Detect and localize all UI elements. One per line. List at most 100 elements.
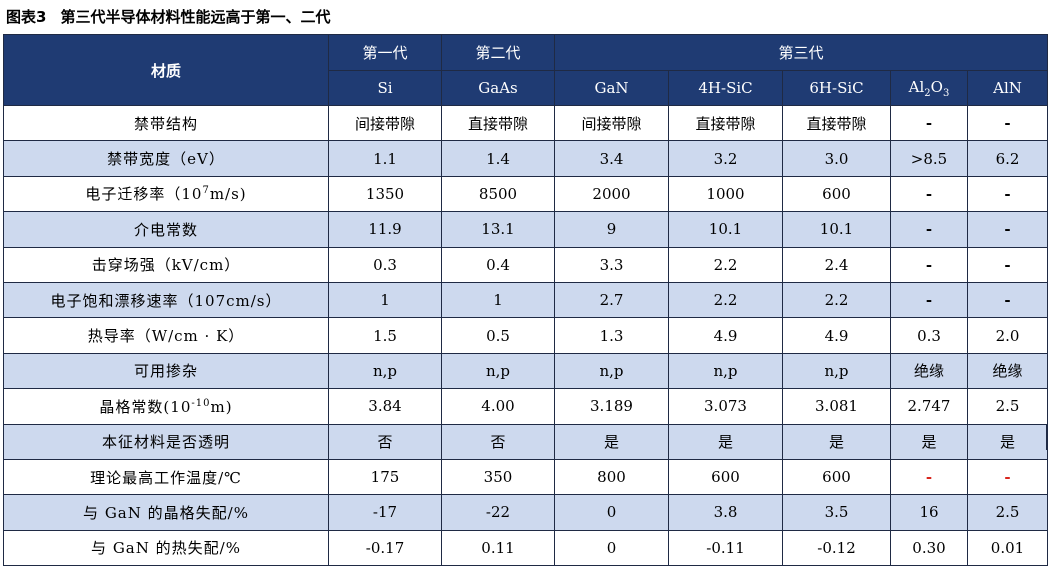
cell-value: 绝缘 [967,352,1048,390]
cell-value: 11.9 [328,211,442,248]
row-label: 电子迁移率（107m/s) [3,175,329,213]
cell-value: 2.4 [782,246,891,283]
cell-value: 是 [782,423,891,460]
cell-value: 1.1 [328,140,442,177]
cell-value: 3.3 [554,246,669,283]
cell-value: n,p [554,352,669,390]
cell-value: 是 [890,423,968,460]
cell-value: 175 [328,458,442,496]
cell-value: 3.081 [782,388,891,425]
cell-value: 1.5 [328,317,442,354]
cell-value: - [967,104,1048,142]
cell-value: 0 [554,529,669,567]
header-si: Si [328,70,442,106]
cell-value: 6.2 [967,140,1048,177]
cell-value: 是 [668,423,783,460]
header-gen-2: 第二代 [441,34,555,71]
cell-value: 间接带隙 [328,104,442,142]
cell-value: 0 [554,494,669,531]
cell-value: 3.8 [668,494,783,531]
cell-value: 10.1 [668,211,783,248]
table-row: 与 GaN 的热失配/% -0.17 0.11 0 -0.11 -0.12 0.30 0.01 [3,529,1048,567]
cell-value: 13.1 [441,211,555,248]
table-row: 介电常数 11.9 13.1 9 10.1 10.1- - [3,211,1048,248]
cell-value: 3.189 [554,388,669,425]
figure-caption: 第三代半导体材料性能远高于第一、二代 [60,8,331,26]
cell-value: 0.4 [441,246,555,283]
header-gen-1: 第一代 [328,34,442,71]
cell-value: 2.0 [967,317,1048,354]
cell-value: n,p [668,352,783,390]
cell-value: - [890,458,968,496]
row-label: 与 GaN 的晶格失配/% [3,494,329,531]
cell-value: 0.3 [328,246,442,283]
table-row: 可用掺杂 n,p n,p n,p n,p n,p 绝缘 绝缘 [3,352,1048,390]
header-gaas: GaAs [441,70,555,106]
row-label: 可用掺杂 [3,352,329,390]
cell-value: -0.11 [668,529,783,567]
table-row: 热导率（W/cm · K） 1.5 0.5 1.3 4.9 4.9 0.3 2.0 [3,317,1048,354]
cell-value: 600 [782,458,891,496]
header-material: 材质 [3,34,329,106]
cell-value: >8.5 [890,140,968,177]
cell-value: 0.11 [441,529,555,567]
cell-value: - [890,104,968,142]
cell-value: 2.747 [890,388,968,425]
cell-value: 0.3 [890,317,968,354]
row-label: 击穿场强（kV/cm） [3,246,329,283]
cell-value: 是 [554,423,669,460]
cell-value: 350 [441,458,555,496]
cell-value: 3.2 [668,140,783,177]
cell-value: - [890,246,968,283]
cell-value: 0.01 [967,529,1048,567]
cell-value: 4.9 [668,317,783,354]
table-row: 晶格常数(10-10m) 3.84 4.00 3.189 3.073 3.081 2.747… [3,388,1048,425]
cell-value: - [967,458,1048,496]
row-label: 理论最高工作温度/℃ [3,458,329,496]
cell-value: -17 [328,494,442,531]
header-4h-sic: 4H-SiC [668,70,783,106]
table-row: 电子迁移率（107m/s) 1350 8500 2000 1000 600- - [3,175,1048,213]
cell-value: 2.5 [967,388,1048,425]
cell-value: 1.3 [554,317,669,354]
cell-value: 10.1 [782,211,891,248]
cell-value: 直接带隙 [441,104,555,142]
cell-value: 2.2 [782,281,891,319]
table-row: 击穿场强（kV/cm） 0.3 0.4 3.3 2.2 2.4- - [3,246,1048,283]
cell-value: 2.2 [668,281,783,319]
cell-value: 16 [890,494,968,531]
cell-value: 0.30 [890,529,968,567]
edge-marker [1046,424,1048,450]
cell-value: - [967,281,1048,319]
figure-number: 图表3 [6,8,47,26]
table-body: 禁带结构 间接带隙 直接带隙 间接带隙 直接带隙 直接带隙 - - 禁带宽度（eV） 1.1 1.4… [3,104,1048,567]
cell-value: 否 [328,423,442,460]
row-label: 禁带宽度（eV） [3,140,329,177]
cell-value: 3.5 [782,494,891,531]
cell-value: 2000 [554,175,669,213]
cell-value: 2.5 [967,494,1048,531]
cell-value: 是 [967,423,1048,460]
cell-value: 3.4 [554,140,669,177]
cell-value: 1.4 [441,140,555,177]
cell-value: 800 [554,458,669,496]
cell-value: 绝缘 [890,352,968,390]
cell-value: - [890,211,968,248]
header-6h-sic: 6H-SiC [782,70,891,106]
header-gan: GaN [554,70,669,106]
cell-value: 3.84 [328,388,442,425]
cell-value: - [967,175,1048,213]
cell-value: 直接带隙 [782,104,891,142]
cell-value: 3.0 [782,140,891,177]
comparison-table: 材质 第一代 第二代 第三代 Si GaAs GaN 4H-SiC 6H-SiC… [3,34,1048,567]
cell-value: 0.5 [441,317,555,354]
cell-value: 1 [441,281,555,319]
cell-value: 否 [441,423,555,460]
row-label: 禁带结构 [3,104,329,142]
cell-value: - [967,246,1048,283]
cell-value: - [890,175,968,213]
cell-value: 4.9 [782,317,891,354]
row-label: 介电常数 [3,211,329,248]
table-row: 禁带宽度（eV） 1.1 1.4 3.4 3.2 3.0 >8.5 6.2 [3,140,1048,177]
cell-value: n,p [441,352,555,390]
